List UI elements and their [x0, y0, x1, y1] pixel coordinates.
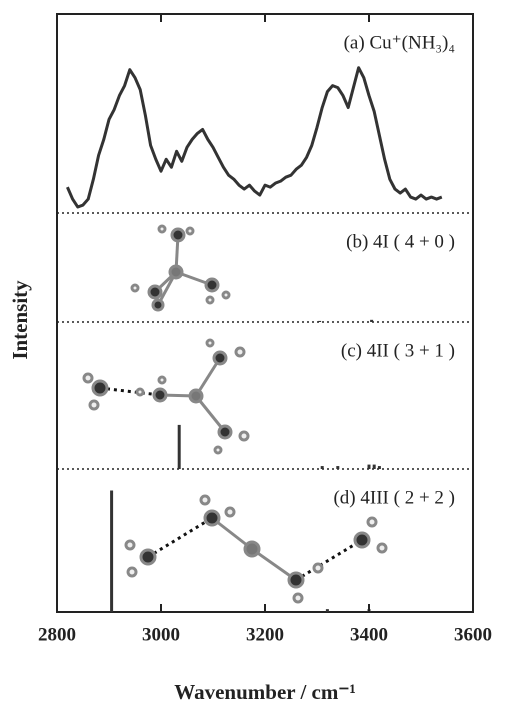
panel-label: (c) 4II ( 3 + 1 ) [341, 340, 455, 361]
spectrum-line [67, 68, 441, 207]
y-axis-label: Intensity [8, 280, 32, 360]
chart: Intensity Wavenumber / cm⁻¹ (a) Cu⁺(NH₃)… [0, 0, 505, 717]
x-axis-label: Wavenumber / cm⁻¹ [174, 680, 355, 704]
molecule-b [132, 226, 229, 310]
panel-label: (b) 4I ( 4 + 0 ) [346, 231, 455, 252]
page: {"chart_data": [ {"type": "line", "label… [0, 0, 505, 717]
molecule-d [126, 496, 386, 602]
x-tick-label: 2800 [38, 624, 76, 645]
panel-label: (d) 4III ( 2 + 2 ) [333, 487, 455, 508]
x-tick-label: 3600 [454, 624, 492, 645]
x-tick-label: 3200 [246, 624, 284, 645]
x-tick-label: 3000 [142, 624, 180, 645]
panel-label: (a) Cu⁺(NH₃)₄ [344, 32, 455, 53]
plot-frame [57, 14, 473, 612]
molecule-c [84, 340, 248, 453]
x-tick-label: 3400 [350, 624, 388, 645]
